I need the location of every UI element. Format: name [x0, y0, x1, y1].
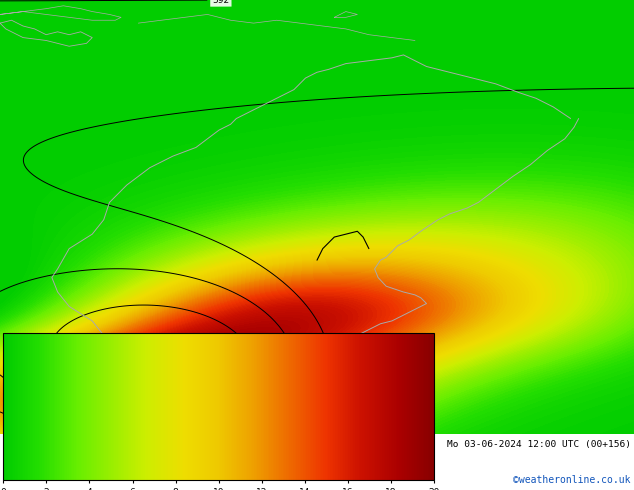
- Text: 592: 592: [27, 391, 46, 407]
- Text: 588: 588: [98, 393, 118, 407]
- Text: 592: 592: [212, 0, 230, 4]
- Text: Mo 03-06-2024 12:00 UTC (00+156): Mo 03-06-2024 12:00 UTC (00+156): [447, 441, 631, 449]
- Text: ©weatheronline.co.uk: ©weatheronline.co.uk: [514, 475, 631, 485]
- Text: Height 500 hPa Spread mean+σ [gpdm]  ECMWF: Height 500 hPa Spread mean+σ [gpdm] ECMW…: [6, 441, 248, 449]
